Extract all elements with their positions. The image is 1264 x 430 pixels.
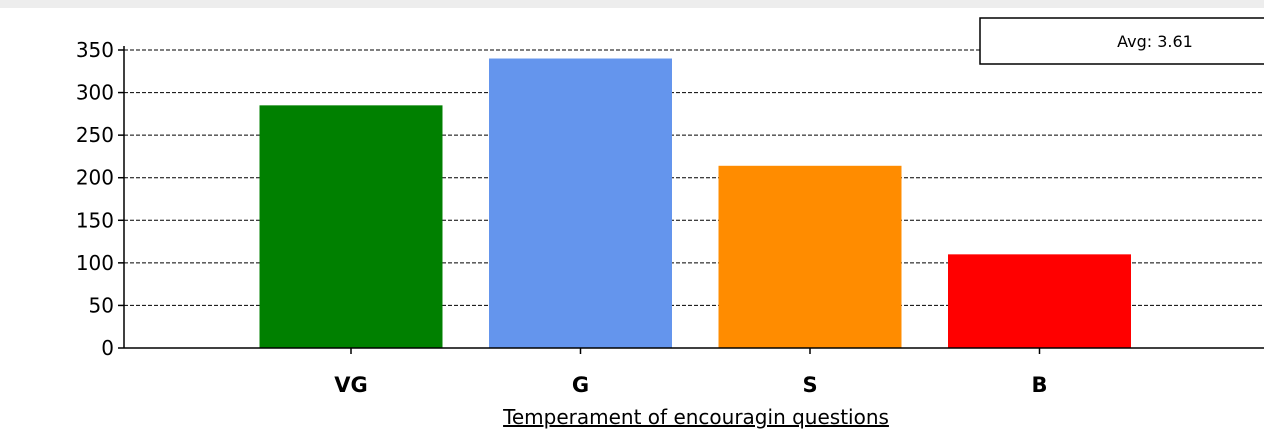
top-band [0, 0, 1264, 8]
y-tick-label: 200 [76, 166, 114, 190]
y-tick-label: 150 [76, 208, 114, 232]
x-axis-title: Temperament of encouragin questions [502, 405, 889, 429]
y-tick-label: 100 [76, 251, 114, 275]
y-tick-label: 350 [76, 38, 114, 62]
y-tick-label: 300 [76, 81, 114, 105]
bar-s [718, 165, 902, 348]
y-tick-label: 250 [76, 123, 114, 147]
x-category-label-g: G [572, 373, 589, 397]
x-category-label-s: S [802, 373, 817, 397]
bar-g [489, 58, 672, 349]
x-category-label-vg: VG [334, 373, 368, 397]
axes [123, 46, 1264, 349]
legend-box: Avg: 3.61 [979, 17, 1264, 65]
bar-vg [259, 105, 443, 348]
bars [259, 58, 1131, 349]
y-tick-label: 50 [89, 293, 114, 317]
x-category-labels: VG G S B [334, 348, 1048, 397]
x-category-label-b: B [1031, 373, 1047, 397]
y-tick-labels: 0 50 100 150 200 250 300 350 [76, 38, 124, 360]
legend-avg-text: Avg: 3.61 [1117, 32, 1193, 51]
y-tick-label: 0 [101, 336, 114, 360]
bar-b [948, 254, 1131, 348]
